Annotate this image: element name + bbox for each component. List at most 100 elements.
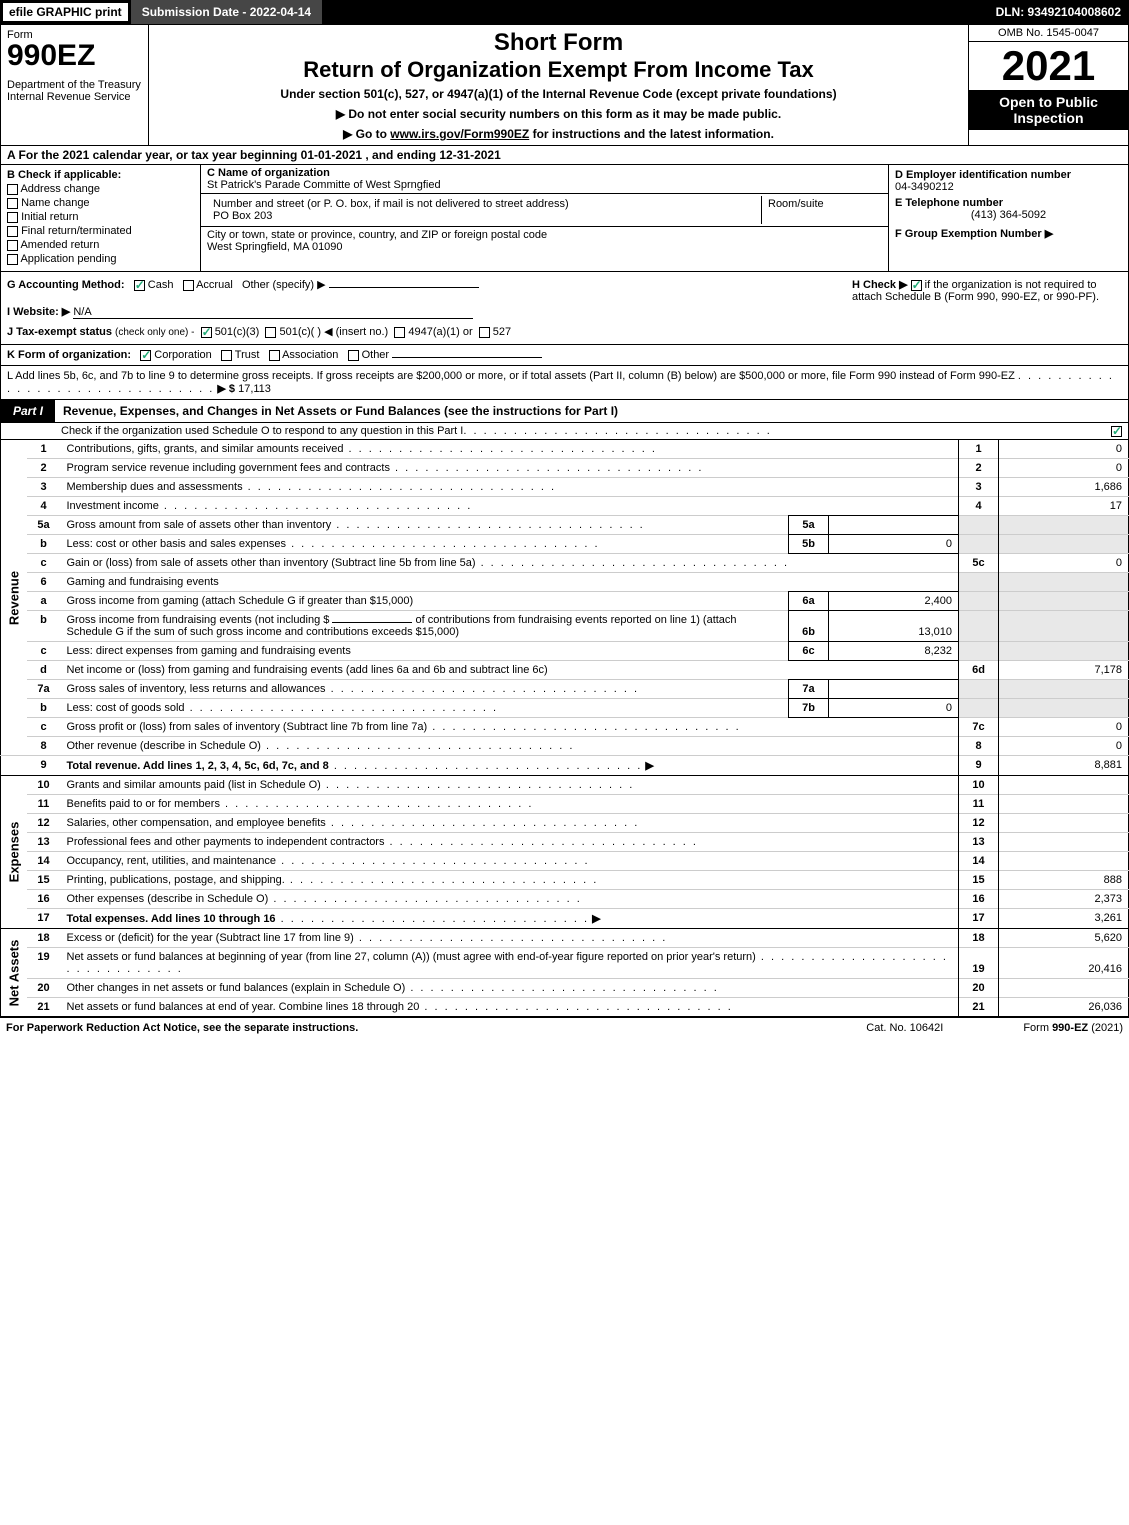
checkbox-final-return[interactable] bbox=[7, 226, 18, 237]
line-19-no: 19 bbox=[27, 948, 61, 979]
row-k: K Form of organization: Corporation Trus… bbox=[0, 345, 1129, 366]
line-11-no: 11 bbox=[27, 795, 61, 814]
efile-print-button[interactable]: efile GRAPHIC print bbox=[2, 2, 129, 22]
checkbox-assoc[interactable] bbox=[269, 350, 280, 361]
line-21-desc: Net assets or fund balances at end of ye… bbox=[67, 1001, 420, 1013]
line-7b-desc: Less: cost of goods sold bbox=[67, 702, 185, 714]
irs-link[interactable]: www.irs.gov/Form990EZ bbox=[390, 127, 529, 141]
line-17-desc: Total expenses. Add lines 10 through 16 bbox=[67, 913, 276, 925]
line-5b-desc: Less: cost or other basis and sales expe… bbox=[67, 538, 287, 550]
line-6a-desc: Gross income from gaming (attach Schedul… bbox=[67, 595, 414, 607]
form-number: 990EZ bbox=[7, 41, 142, 71]
line-6c-no: c bbox=[27, 642, 61, 661]
checkbox-part1-scho[interactable] bbox=[1111, 426, 1122, 437]
checkbox-cash[interactable] bbox=[134, 280, 145, 291]
line-7a-in: 7a bbox=[789, 680, 829, 699]
line-4-desc: Investment income bbox=[67, 500, 159, 512]
label-name-change: Name change bbox=[21, 197, 90, 209]
checkbox-501c[interactable] bbox=[265, 327, 276, 338]
line-21-no: 21 bbox=[27, 998, 61, 1017]
line-6c-iv: 8,232 bbox=[829, 642, 959, 661]
checkbox-501c3[interactable] bbox=[201, 327, 212, 338]
line-5a-desc: Gross amount from sale of assets other t… bbox=[67, 519, 332, 531]
line-6b-desc1: Gross income from fundraising events (no… bbox=[67, 614, 330, 626]
line-6b-in: 6b bbox=[789, 611, 829, 642]
j-small: (check only one) - bbox=[115, 327, 194, 338]
line-4-no: 4 bbox=[27, 497, 61, 516]
topbar: efile GRAPHIC print Submission Date - 20… bbox=[0, 0, 1129, 24]
line-7a-no: 7a bbox=[27, 680, 61, 699]
checkbox-corp[interactable] bbox=[140, 350, 151, 361]
line-7a-iv bbox=[829, 680, 959, 699]
ein-header: D Employer identification number bbox=[895, 169, 1122, 181]
row-a-period: A For the 2021 calendar year, or tax yea… bbox=[0, 146, 1129, 165]
checkbox-korg-other[interactable] bbox=[348, 350, 359, 361]
line-1-val: 0 bbox=[999, 440, 1129, 459]
line-19-rn: 19 bbox=[959, 948, 999, 979]
line-10-rn: 10 bbox=[959, 776, 999, 795]
line-17-no: 17 bbox=[27, 909, 61, 929]
line-6c-in: 6c bbox=[789, 642, 829, 661]
line-20-val bbox=[999, 979, 1129, 998]
line-10-no: 10 bbox=[27, 776, 61, 795]
line-7c-val: 0 bbox=[999, 718, 1129, 737]
label-pending: Application pending bbox=[20, 253, 116, 265]
name-header: C Name of organization bbox=[207, 167, 882, 179]
line-18-no: 18 bbox=[27, 929, 61, 948]
group-header: F Group Exemption Number ▶ bbox=[895, 227, 1122, 240]
line-12-rn: 12 bbox=[959, 814, 999, 833]
line-9-arrow: ▶ bbox=[645, 760, 653, 772]
checkbox-address-change[interactable] bbox=[7, 184, 18, 195]
label-4947: 4947(a)(1) or bbox=[408, 326, 472, 338]
street-header: Number and street (or P. O. box, if mail… bbox=[213, 198, 755, 210]
line-8-val: 0 bbox=[999, 737, 1129, 756]
checkbox-amended[interactable] bbox=[7, 240, 18, 251]
line-14-val bbox=[999, 852, 1129, 871]
line-17-arrow: ▶ bbox=[592, 913, 600, 925]
line-10-desc: Grants and similar amounts paid (list in… bbox=[67, 779, 321, 791]
checkbox-initial-return[interactable] bbox=[7, 212, 18, 223]
line-6b-iv: 13,010 bbox=[829, 611, 959, 642]
line-18-desc: Excess or (deficit) for the year (Subtra… bbox=[67, 932, 354, 944]
checkbox-527[interactable] bbox=[479, 327, 490, 338]
label-527: 527 bbox=[493, 326, 511, 338]
line-20-rn: 20 bbox=[959, 979, 999, 998]
line-11-rn: 11 bbox=[959, 795, 999, 814]
line-20-no: 20 bbox=[27, 979, 61, 998]
other-specify-input[interactable] bbox=[329, 287, 479, 288]
checkbox-name-change[interactable] bbox=[7, 198, 18, 209]
line-2-no: 2 bbox=[27, 459, 61, 478]
tax-year: 2021 bbox=[969, 42, 1128, 90]
telephone: (413) 364-5092 bbox=[895, 209, 1122, 221]
line-12-no: 12 bbox=[27, 814, 61, 833]
line-7b-iv: 0 bbox=[829, 699, 959, 718]
line-10-val bbox=[999, 776, 1129, 795]
line-18-val: 5,620 bbox=[999, 929, 1129, 948]
checkbox-accrual[interactable] bbox=[183, 280, 194, 291]
line-5a-iv bbox=[829, 516, 959, 535]
checkbox-pending[interactable] bbox=[7, 254, 18, 265]
line-16-rn: 16 bbox=[959, 890, 999, 909]
form-title: Return of Organization Exempt From Incom… bbox=[153, 57, 964, 83]
line-4-rn: 4 bbox=[959, 497, 999, 516]
l-arrow: ▶ $ bbox=[217, 383, 235, 395]
line-8-no: 8 bbox=[27, 737, 61, 756]
line-11-val bbox=[999, 795, 1129, 814]
line-2-rn: 2 bbox=[959, 459, 999, 478]
short-form-title: Short Form bbox=[153, 29, 964, 57]
line-6b-blank[interactable] bbox=[332, 622, 412, 623]
part1-sub-text: Check if the organization used Schedule … bbox=[61, 425, 463, 437]
line-16-val: 2,373 bbox=[999, 890, 1129, 909]
checkbox-trust[interactable] bbox=[221, 350, 232, 361]
line-12-val bbox=[999, 814, 1129, 833]
part1-header: Part I Revenue, Expenses, and Changes in… bbox=[0, 400, 1129, 423]
other-org-input[interactable] bbox=[392, 357, 542, 358]
line-6a-iv: 2,400 bbox=[829, 592, 959, 611]
part1-tab: Part I bbox=[1, 400, 55, 422]
checkbox-4947[interactable] bbox=[394, 327, 405, 338]
line-12-desc: Salaries, other compensation, and employ… bbox=[67, 817, 326, 829]
checkbox-h[interactable] bbox=[911, 280, 922, 291]
line-3-val: 1,686 bbox=[999, 478, 1129, 497]
col-b-header: B Check if applicable: bbox=[7, 169, 194, 181]
label-accrual: Accrual bbox=[196, 279, 233, 291]
